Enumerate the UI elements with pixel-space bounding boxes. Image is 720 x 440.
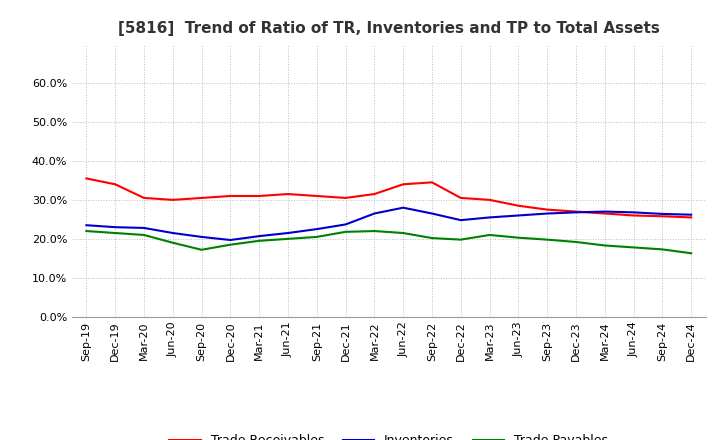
Trade Receivables: [226, 193, 235, 198]
Inventories: [168, 231, 177, 236]
Trade Payables: [514, 235, 523, 240]
Trade Receivables: [485, 197, 494, 202]
Inventories: [284, 231, 292, 236]
Trade Payables: [600, 243, 609, 248]
Trade Receivables: [658, 213, 667, 219]
Trade Receivables: [341, 195, 350, 201]
Inventories: [485, 215, 494, 220]
Inventories: [197, 234, 206, 239]
Inventories: [456, 217, 465, 223]
Inventories: [255, 234, 264, 239]
Inventories: [514, 213, 523, 218]
Trade Payables: [543, 237, 552, 242]
Inventories: [341, 222, 350, 227]
Trade Payables: [197, 247, 206, 253]
Inventories: [428, 211, 436, 216]
Trade Payables: [312, 234, 321, 239]
Inventories: [111, 224, 120, 230]
Trade Receivables: [140, 195, 148, 201]
Trade Payables: [687, 251, 696, 256]
Trade Receivables: [82, 176, 91, 181]
Trade Receivables: [428, 180, 436, 185]
Trade Receivables: [197, 195, 206, 201]
Trade Receivables: [600, 211, 609, 216]
Inventories: [687, 212, 696, 217]
Inventories: [572, 210, 580, 215]
Trade Payables: [572, 239, 580, 245]
Line: Trade Receivables: Trade Receivables: [86, 179, 691, 217]
Trade Payables: [82, 228, 91, 234]
Trade Receivables: [399, 182, 408, 187]
Trade Receivables: [456, 195, 465, 201]
Inventories: [82, 223, 91, 228]
Trade Receivables: [312, 193, 321, 198]
Trade Payables: [226, 242, 235, 247]
Inventories: [658, 211, 667, 216]
Trade Receivables: [111, 182, 120, 187]
Trade Payables: [111, 231, 120, 236]
Legend: Trade Receivables, Inventories, Trade Payables: Trade Receivables, Inventories, Trade Pa…: [164, 429, 613, 440]
Trade Receivables: [370, 191, 379, 197]
Inventories: [312, 227, 321, 232]
Line: Trade Payables: Trade Payables: [86, 231, 691, 253]
Trade Receivables: [284, 191, 292, 197]
Trade Payables: [284, 236, 292, 242]
Trade Receivables: [687, 215, 696, 220]
Trade Payables: [341, 229, 350, 235]
Title: [5816]  Trend of Ratio of TR, Inventories and TP to Total Assets: [5816] Trend of Ratio of TR, Inventories…: [118, 21, 660, 36]
Trade Payables: [629, 245, 638, 250]
Inventories: [629, 210, 638, 215]
Trade Payables: [485, 232, 494, 238]
Trade Receivables: [629, 213, 638, 218]
Inventories: [543, 211, 552, 216]
Trade Payables: [140, 232, 148, 238]
Trade Receivables: [168, 197, 177, 202]
Trade Payables: [168, 240, 177, 246]
Inventories: [600, 209, 609, 214]
Trade Receivables: [572, 209, 580, 214]
Trade Receivables: [255, 193, 264, 198]
Trade Payables: [428, 235, 436, 241]
Trade Payables: [456, 237, 465, 242]
Line: Inventories: Inventories: [86, 208, 691, 240]
Inventories: [226, 238, 235, 243]
Trade Payables: [370, 228, 379, 234]
Inventories: [140, 225, 148, 231]
Trade Receivables: [543, 207, 552, 212]
Inventories: [399, 205, 408, 210]
Trade Receivables: [514, 203, 523, 209]
Inventories: [370, 211, 379, 216]
Trade Payables: [255, 238, 264, 243]
Trade Payables: [399, 231, 408, 236]
Trade Payables: [658, 247, 667, 252]
